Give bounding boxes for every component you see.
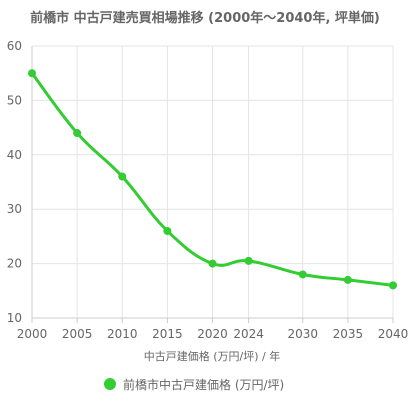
grid-lines bbox=[31, 45, 394, 319]
data-point[interactable] bbox=[298, 270, 307, 279]
y-tick-label: 10 bbox=[7, 311, 22, 325]
y-tick-label: 20 bbox=[7, 257, 22, 271]
x-axis-title: 中古戸建価格 (万円/坪) / 年 bbox=[144, 349, 280, 363]
x-tick-label: 2015 bbox=[152, 327, 183, 341]
y-tick-label: 30 bbox=[7, 202, 22, 216]
x-tick-label: 2020 bbox=[197, 327, 228, 341]
x-tick-label: 2030 bbox=[287, 327, 318, 341]
data-point[interactable] bbox=[389, 281, 397, 290]
series-layer bbox=[28, 69, 397, 290]
data-point[interactable] bbox=[118, 172, 127, 181]
data-point[interactable] bbox=[343, 275, 352, 284]
y-tick-label: 40 bbox=[7, 148, 22, 162]
x-tick-label: 2035 bbox=[333, 327, 364, 341]
data-point[interactable] bbox=[163, 226, 172, 235]
x-tick-label: 2024 bbox=[233, 327, 264, 341]
legend-marker bbox=[104, 378, 116, 390]
y-tick-label: 60 bbox=[7, 39, 22, 53]
x-tick-label: 2040 bbox=[378, 327, 409, 341]
x-tick-label: 2000 bbox=[17, 327, 48, 341]
data-point[interactable] bbox=[73, 129, 82, 138]
x-tick-label: 2005 bbox=[62, 327, 93, 341]
chart-title: 前橋市 中古戸建売買相場推移 (2000年〜2040年, 坪単価) bbox=[30, 10, 380, 26]
data-point[interactable] bbox=[208, 259, 217, 268]
data-point[interactable] bbox=[244, 256, 253, 265]
y-tick-label: 50 bbox=[7, 93, 22, 107]
data-point[interactable] bbox=[28, 69, 36, 78]
legend[interactable]: 前橋市中古戸建価格 (万円/坪) bbox=[104, 377, 284, 392]
x-tick-label: 2010 bbox=[107, 327, 138, 341]
legend-label: 前橋市中古戸建価格 (万円/坪) bbox=[123, 377, 284, 392]
